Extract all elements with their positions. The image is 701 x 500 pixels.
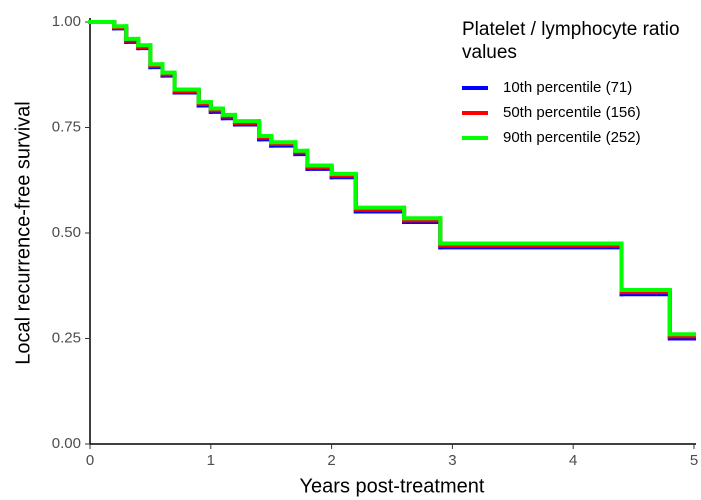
x-tick-label: 3 [448,452,456,469]
y-tick-label: 0.50 [52,224,81,241]
x-axis-title: Years post-treatment [300,475,485,497]
y-tick-label: 0.25 [52,329,81,346]
legend-label: 10th percentile (71) [503,79,632,96]
y-axis-title: Local recurrence-free survival [12,101,34,364]
legend-label: 50th percentile (156) [503,104,641,121]
y-tick-label: 0.75 [52,118,81,135]
x-tick-label: 5 [690,452,698,469]
y-tick-label: 0.00 [52,435,81,452]
x-tick-label: 1 [207,452,215,469]
x-tick-label: 2 [327,452,335,469]
legend-label: 90th percentile (252) [503,129,641,146]
x-tick-label: 0 [86,452,94,469]
legend-title: Platelet / lymphocyte ratio values [462,19,680,63]
x-tick-label: 4 [569,452,577,469]
y-tick-label: 1.00 [52,13,81,30]
